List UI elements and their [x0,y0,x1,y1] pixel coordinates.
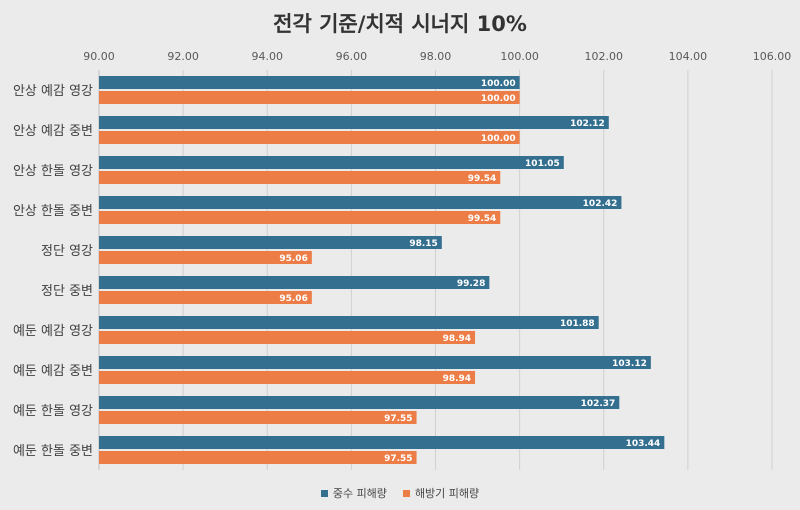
bar-series-1 [99,76,520,89]
legend-label-series-1: 중수 피해량 [332,487,387,500]
x-tick-label: 94.00 [252,50,284,63]
data-label: 102.12 [570,119,605,129]
bar-series-1 [99,396,620,409]
category-label: 정단 중변 [41,284,93,299]
bar-series-2 [99,331,476,344]
bar-series-1 [99,276,490,289]
chart-title: 전각 기준/치적 시너지 10% [273,12,527,36]
x-tick-label: 100.00 [500,50,539,63]
category-label: 예둔 예감 중변 [13,364,93,379]
data-label: 95.06 [279,254,307,264]
bar-series-1 [99,436,665,449]
bar-series-2 [99,451,417,464]
x-tick-label: 106.00 [753,50,792,63]
x-tick-label: 98.00 [420,50,452,63]
data-label: 102.42 [583,199,618,209]
data-label: 100.00 [481,94,516,104]
bar-series-2 [99,211,501,224]
data-label: 100.00 [481,79,516,89]
legend-entry-series-1: 중수 피해량 [320,485,387,501]
data-label: 95.06 [279,294,307,304]
legend: 중수 피해량 해방기 피해량 [0,485,800,501]
legend-swatch-series-1 [320,489,328,497]
category-label: 정단 영강 [41,244,93,259]
category-label: 예둔 한돌 영강 [13,404,93,419]
category-label: 안상 한돌 영강 [13,164,93,179]
data-label: 103.44 [626,439,661,449]
x-tick-label: 96.00 [336,50,368,63]
category-label: 안상 예감 영강 [13,84,93,99]
data-label: 103.12 [612,359,647,369]
data-label: 102.37 [581,399,616,409]
category-label: 예둔 예감 영강 [13,324,93,339]
data-label: 101.05 [525,159,560,169]
data-label: 100.00 [481,134,516,144]
category-label: 예둔 한돌 중변 [13,444,93,459]
data-label: 97.55 [384,454,412,464]
data-label: 99.54 [468,214,496,224]
x-tick-label: 104.00 [669,50,708,63]
legend-entry-series-2: 해방기 피해량 [402,485,480,501]
bar-series-2 [99,251,312,264]
data-label: 98.94 [443,334,471,344]
bar-series-1 [99,356,651,369]
bar-series-2 [99,411,417,424]
bar-series-2 [99,91,520,104]
bar-series-2 [99,291,312,304]
bar-series-2 [99,371,476,384]
data-label: 99.54 [468,174,496,184]
data-label: 98.15 [409,239,437,249]
bar-series-1 [99,236,442,249]
legend-label-series-2: 해방기 피해량 [414,487,480,500]
bar-series-2 [99,131,520,144]
bar-series-1 [99,316,599,329]
data-label: 101.88 [560,319,595,329]
category-label: 안상 한돌 중변 [13,204,93,219]
data-label: 97.55 [384,414,412,424]
x-tick-label: 102.00 [585,50,624,63]
bar-chart: 90.00 92.00 94.00 96.00 98.00 100.00 102.00 104… [13,50,792,470]
x-tick-label: 90.00 [83,50,115,63]
data-label: 98.94 [443,374,471,384]
bar-series-1 [99,196,622,209]
x-tick-label: 92.00 [167,50,199,63]
bar-series-1 [99,156,564,169]
data-label: 99.28 [457,279,485,289]
category-label: 안상 예감 중변 [13,124,93,139]
bar-series-2 [99,171,501,184]
legend-swatch-series-2 [402,489,410,497]
bar-series-1 [99,116,609,129]
